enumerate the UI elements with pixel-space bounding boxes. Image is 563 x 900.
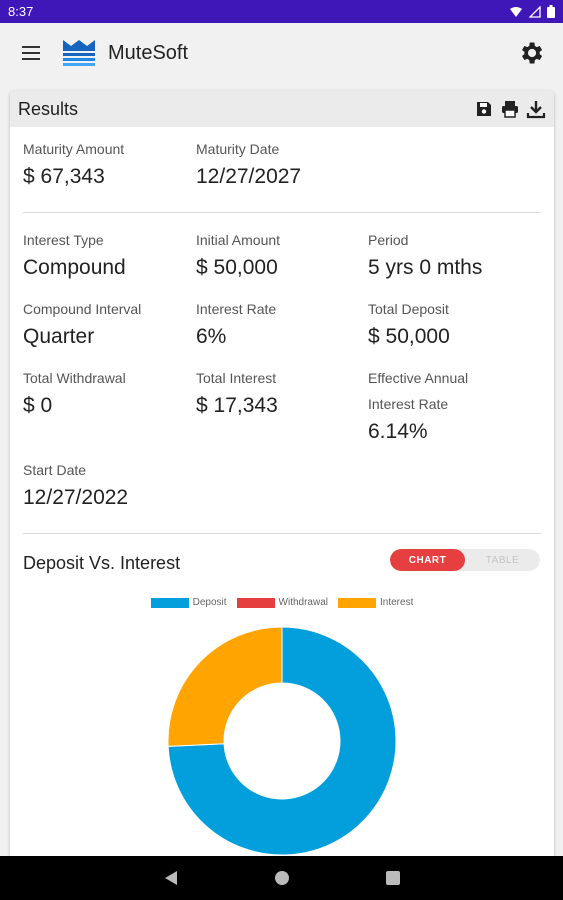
legend-item-deposit[interactable]: Deposit [150,597,227,608]
slice-interest[interactable] [167,626,283,747]
interest-rate-label: Interest Rate [196,301,277,317]
interest-rate-value: 6% [196,325,227,348]
results-header: Results [10,91,554,127]
toggle-table[interactable]: TABLE [485,554,520,566]
navigation-bar [0,856,563,900]
download-icon[interactable] [526,99,546,119]
effective-rate-label-line2: Interest Rate [368,396,449,412]
app-bar: MuteSoft [0,23,563,83]
chart-legend: Deposit Withdrawal Interest [10,597,554,608]
maturity-amount-label: Maturity Amount [23,141,125,157]
wifi-icon [510,6,522,17]
total-withdrawal-label: Total Withdrawal [23,370,126,386]
back-icon[interactable] [164,870,178,886]
effective-rate-field: Effective Annual Interest Rate 6.14% [368,370,468,444]
print-icon[interactable] [500,99,520,119]
legend-swatch [150,597,189,608]
maturity-date-value: 12/27/2027 [196,165,302,188]
start-date-label: Start Date [23,462,87,478]
legend-item-interest[interactable]: Interest [338,597,413,608]
effective-rate-value: 6.14% [368,420,428,443]
initial-amount-value: $ 50,000 [196,256,278,279]
doughnut-chart [167,626,397,856]
period-field: Period 5 yrs 0 mths [368,232,482,280]
maturity-date-label: Maturity Date [196,141,280,157]
maturity-date-field: Maturity Date 12/27/2027 [196,141,301,189]
status-icons [509,5,555,18]
maturity-amount-value: $ 67,343 [23,165,105,188]
legend-swatch [338,597,376,608]
divider [23,212,541,213]
total-deposit-value: $ 50,000 [368,325,450,348]
compound-interval-field: Compound Interval Quarter [23,301,141,349]
results-card: Results Maturity Amount $ 67,343 Maturit… [10,91,554,861]
battery-icon [547,5,555,18]
total-withdrawal-value: $ 0 [23,394,53,417]
total-deposit-field: Total Deposit $ 50,000 [368,301,450,349]
total-interest-field: Total Interest $ 17,343 [196,370,278,418]
slice-deposit[interactable] [167,626,397,856]
effective-rate-label-line1: Effective Annual [368,370,469,386]
compound-interval-value: Quarter [23,325,95,348]
section-title: Deposit Vs. Interest [23,553,181,573]
total-withdrawal-field: Total Withdrawal $ 0 [23,370,126,418]
total-interest-value: $ 17,343 [196,394,278,417]
interest-rate-field: Interest Rate 6% [196,301,276,349]
total-deposit-label: Total Deposit [368,301,449,317]
recents-icon[interactable] [385,871,400,885]
signal-icon [529,5,541,18]
mutesoft-logo [63,40,95,66]
menu-icon[interactable] [22,41,46,65]
toggle-chart[interactable]: CHART [390,549,465,571]
maturity-amount-field: Maturity Amount $ 67,343 [23,141,124,189]
total-interest-label: Total Interest [196,370,277,386]
start-date-value: 12/27/2022 [23,486,129,509]
gear-icon[interactable] [517,39,545,67]
interest-type-value: Compound [23,256,126,279]
initial-amount-field: Initial Amount $ 50,000 [196,232,280,280]
status-time: 8:37 [8,4,34,19]
home-icon[interactable] [274,870,290,886]
interest-type-label: Interest Type [23,232,104,248]
save-icon[interactable] [474,99,494,119]
legend-label: Deposit [192,597,227,608]
status-bar: 8:37 [0,0,563,23]
legend-item-withdrawal[interactable]: Withdrawal [236,597,328,608]
app-title: MuteSoft [108,41,189,64]
period-value: 5 yrs 0 mths [368,256,483,279]
initial-amount-label: Initial Amount [196,232,281,248]
legend-label: Interest [380,597,414,608]
compound-interval-label: Compound Interval [23,301,142,317]
interest-type-field: Interest Type Compound [23,232,126,280]
results-title: Results [18,98,79,119]
period-label: Period [368,232,409,248]
legend-swatch [236,597,275,608]
divider [23,533,541,534]
chart-table-toggle: CHART TABLE [390,549,540,571]
start-date-field: Start Date 12/27/2022 [23,462,128,510]
legend-label: Withdrawal [278,597,328,608]
